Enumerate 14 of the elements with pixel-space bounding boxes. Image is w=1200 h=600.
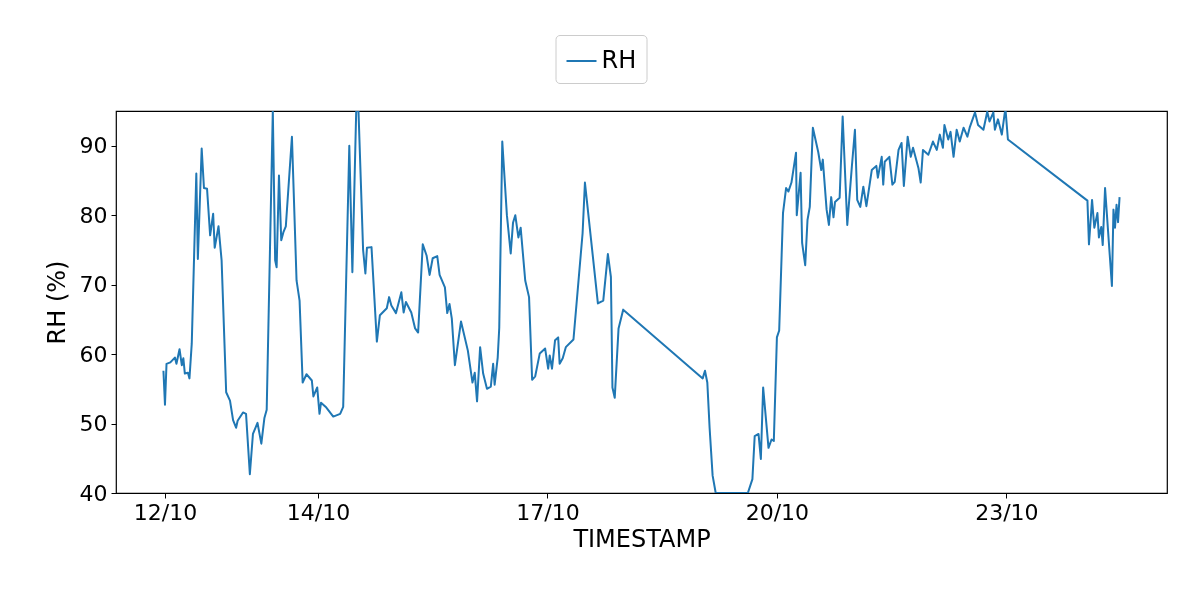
x-axis-title: TIMESTAMP bbox=[572, 524, 711, 553]
y-tick-label: 90 bbox=[79, 133, 108, 159]
x-tick-label: 17/10 bbox=[516, 499, 580, 525]
x-tick-label: 12/10 bbox=[133, 499, 198, 525]
y-tick-label: 70 bbox=[79, 272, 108, 298]
y-tick-label: 60 bbox=[79, 341, 108, 367]
y-tick-label: 40 bbox=[79, 480, 108, 506]
legend-label: RH bbox=[601, 46, 637, 74]
y-tick-label: 80 bbox=[79, 202, 108, 228]
x-tick-label: 20/10 bbox=[745, 499, 810, 525]
x-tick-label: 14/10 bbox=[286, 499, 351, 525]
x-tick-label: 23/10 bbox=[975, 499, 1039, 525]
y-tick-label: 50 bbox=[79, 411, 108, 437]
y-axis-title: RH (%) bbox=[42, 260, 71, 345]
